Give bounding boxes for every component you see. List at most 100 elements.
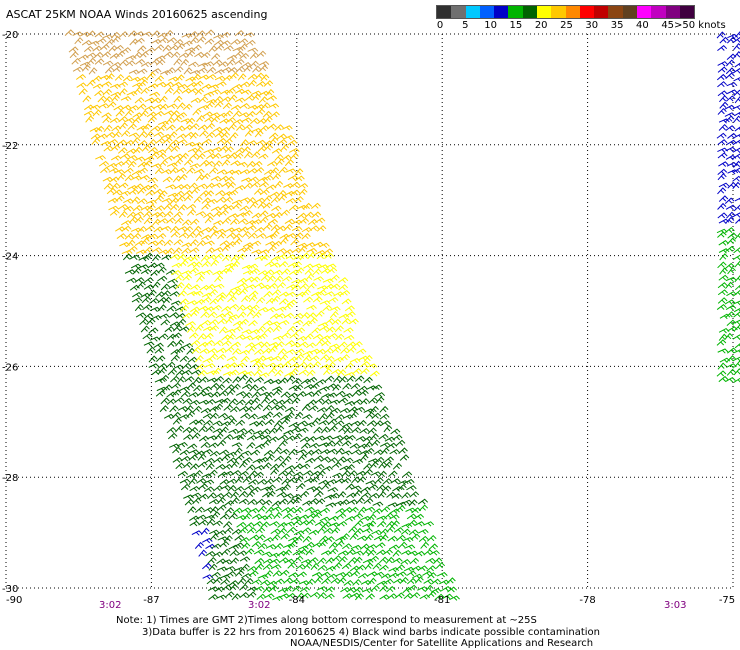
wind-barb <box>380 447 390 455</box>
wind-barb <box>143 284 155 290</box>
wind-barb <box>380 506 391 513</box>
wind-barb <box>230 460 240 468</box>
wind-barb <box>174 217 184 225</box>
wind-barb <box>132 116 142 124</box>
wind-barb <box>171 81 183 88</box>
wind-barb <box>195 211 207 217</box>
wind-barb <box>190 97 202 104</box>
wind-barb <box>186 167 196 175</box>
wind-barb <box>158 120 169 126</box>
wind-barb <box>734 360 740 368</box>
wind-barb <box>322 465 333 472</box>
wind-barb <box>734 111 740 117</box>
wind-barb <box>176 167 187 173</box>
wind-barb <box>732 300 740 306</box>
wind-barb <box>258 60 270 67</box>
wind-barb <box>255 296 266 304</box>
wind-barb <box>325 326 336 333</box>
wind-barb <box>149 297 160 304</box>
wind-barb <box>232 202 242 210</box>
wind-barb <box>225 117 236 123</box>
wind-barb <box>366 385 377 391</box>
wind-barb <box>315 338 325 346</box>
wind-barb <box>328 515 339 522</box>
wind-barb <box>295 291 306 298</box>
wind-barb <box>265 453 275 462</box>
wind-barb <box>289 269 300 276</box>
wind-barb <box>254 434 266 440</box>
wind-barb <box>166 124 176 131</box>
wind-barb <box>323 347 334 354</box>
wind-barb <box>283 398 294 405</box>
wind-barb <box>180 183 191 190</box>
latitude-label: -24 <box>2 252 18 263</box>
wind-barb <box>247 263 259 270</box>
wind-barb <box>171 411 182 419</box>
wind-barb <box>177 375 186 384</box>
wind-barb <box>250 181 261 188</box>
wind-barb <box>206 153 217 160</box>
wind-barb <box>225 265 235 274</box>
wind-barb <box>209 325 220 331</box>
wind-barb <box>310 476 320 483</box>
wind-barb <box>274 180 284 188</box>
wind-barb <box>293 312 304 319</box>
wind-barb <box>298 427 309 433</box>
wind-barb <box>142 333 153 340</box>
wind-barb <box>348 406 358 413</box>
wind-barb <box>139 318 149 326</box>
wind-barb <box>417 528 429 535</box>
wind-barb <box>328 541 338 549</box>
wind-barb <box>407 584 418 591</box>
wind-barb <box>341 450 353 456</box>
wind-barb <box>235 569 245 577</box>
wind-barb <box>317 592 327 600</box>
wind-barb <box>131 137 141 145</box>
wind-barb <box>154 110 165 117</box>
wind-barb <box>314 435 326 441</box>
wind-barb <box>214 44 225 52</box>
wind-barb <box>133 86 143 94</box>
wind-barb <box>137 198 148 205</box>
wind-barb <box>113 44 124 51</box>
wind-barb <box>296 482 306 490</box>
wind-barb <box>256 534 266 541</box>
wind-barb <box>108 45 118 52</box>
wind-barb <box>242 457 253 463</box>
wind-barb <box>164 87 174 94</box>
wind-barb <box>241 117 252 123</box>
wind-barb <box>308 557 319 564</box>
wind-barb <box>275 306 287 312</box>
wind-barb <box>240 412 251 419</box>
wind-barb <box>187 356 198 363</box>
wind-barb <box>350 383 361 390</box>
wind-barb <box>69 51 79 59</box>
wind-barb <box>208 469 218 477</box>
wind-barb <box>186 117 196 125</box>
wind-barb <box>345 311 356 317</box>
wind-barb <box>170 225 180 233</box>
wind-barb <box>178 173 188 181</box>
wind-barb <box>103 145 114 152</box>
wind-barb <box>170 300 182 306</box>
wind-barb <box>325 355 335 363</box>
wind-barb <box>211 304 223 311</box>
wind-barb <box>180 455 191 462</box>
wind-barb <box>285 197 297 204</box>
wind-barb <box>263 558 274 565</box>
wind-barb <box>718 375 729 383</box>
wind-barb <box>181 270 192 276</box>
wind-barb <box>224 328 236 335</box>
wind-barb <box>163 413 175 420</box>
wind-barb <box>256 420 266 427</box>
wind-barb <box>355 497 365 505</box>
wind-barb <box>205 131 216 139</box>
wind-barb <box>146 203 156 211</box>
wind-barb <box>116 50 126 58</box>
wind-barb <box>219 479 230 485</box>
wind-barb <box>184 376 195 382</box>
wind-barb <box>424 584 434 592</box>
wind-barb <box>104 66 115 74</box>
wind-barb <box>234 534 245 541</box>
wind-barb <box>364 533 374 542</box>
